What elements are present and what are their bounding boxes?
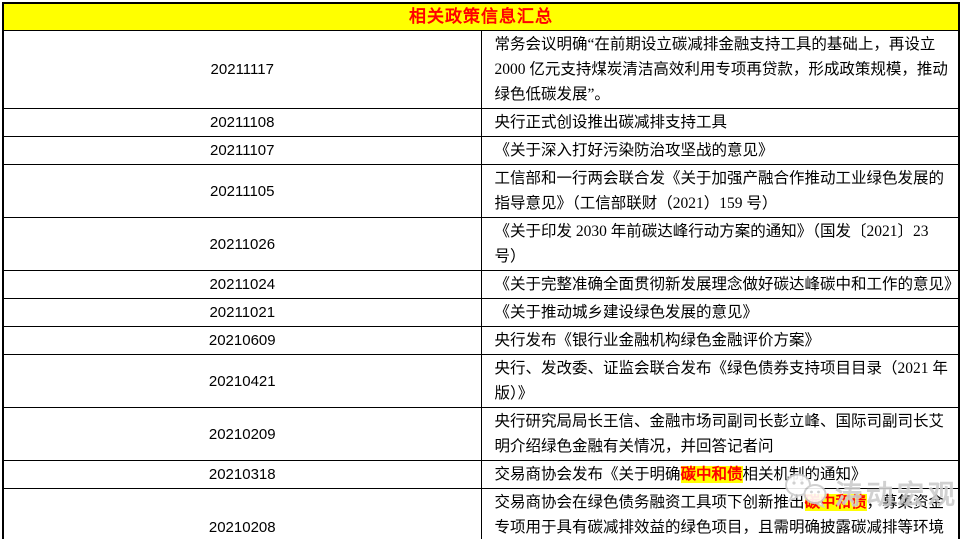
date-cell: 20211021 <box>2 298 482 327</box>
description-text: ，募集资金专项用于具有碳减排效益的绿色项目，且需明确披露碳减排等环境效益信息，确… <box>494 494 945 536</box>
description-text: 《关于印发 2030 年前碳达峰行动方案的通知》（国发〔2021〕23 号） <box>494 223 929 265</box>
table-row: 20211107 《关于深入打好污染防治攻坚战的意见》 <box>2 136 960 165</box>
description-cell: 交易商协会在绿色债务融资工具项下创新推出碳中和债，募集资金专项用于具有碳减排效益… <box>480 488 960 539</box>
date-cell: 20210208 <box>2 488 482 539</box>
description-text: 交易商协会发布《关于明确 <box>494 466 681 483</box>
description-text: 交易商协会在绿色债务融资工具项下创新推出 <box>494 494 805 511</box>
description-text: 工信部和一行两会联合发《关于加强产融合作推动工业绿色发展的指导意见》（工信部联财… <box>494 170 945 212</box>
table-title: 相关政策信息汇总 <box>2 2 960 31</box>
description-text: 《关于深入打好污染防治攻坚战的意见》 <box>494 142 774 159</box>
description-text: 央行研究局局长王信、金融市场司副司长彭立峰、国际司副司长艾明介绍绿色金融有关情况… <box>494 413 945 455</box>
policy-table-body: 20211117 常务会议明确“在前期设立碳减排金融支持工具的基础上，再设立 2… <box>2 30 960 539</box>
description-cell: 常务会议明确“在前期设立碳减排金融支持工具的基础上，再设立 2000 亿元支持煤… <box>480 30 960 109</box>
table-row: 20211024 《关于完整准确全面贯彻新发展理念做好碳达峰碳中和工作的意见》 <box>2 270 960 299</box>
description-cell: 工信部和一行两会联合发《关于加强产融合作推动工业绿色发展的指导意见》（工信部联财… <box>480 164 960 218</box>
date-cell: 20210421 <box>2 354 482 408</box>
highlighted-term: 碳中和债 <box>680 466 743 483</box>
table-row: 20211117 常务会议明确“在前期设立碳减排金融支持工具的基础上，再设立 2… <box>2 30 960 109</box>
table-row: 20210421 央行、发改委、证监会联合发布《绿色债券支持项目目录（2021 … <box>2 354 960 408</box>
description-text: 央行发布《银行业金融机构绿色金融评价方案》 <box>494 332 821 349</box>
description-cell: 央行发布《银行业金融机构绿色金融评价方案》 <box>480 326 960 355</box>
highlighted-term: 碳中和债 <box>804 494 867 511</box>
date-cell: 20210609 <box>2 326 482 355</box>
date-cell: 20211026 <box>2 217 482 271</box>
date-cell: 20211024 <box>2 270 482 299</box>
description-text: 央行正式创设推出碳减排支持工具 <box>494 114 728 131</box>
table-row: 20210209 央行研究局局长王信、金融市场司副司长彭立峰、国际司副司长艾明介… <box>2 407 960 461</box>
table-row: 20211105 工信部和一行两会联合发《关于加强产融合作推动工业绿色发展的指导… <box>2 164 960 218</box>
description-cell: 《关于深入打好污染防治攻坚战的意见》 <box>480 136 960 165</box>
table-row: 20210318 交易商协会发布《关于明确碳中和债相关机制的通知》 <box>2 460 960 489</box>
date-cell: 20210209 <box>2 407 482 461</box>
date-cell: 20211105 <box>2 164 482 218</box>
table-row: 20211108 央行正式创设推出碳减排支持工具 <box>2 108 960 137</box>
table-row: 20211021 《关于推动城乡建设绿色发展的意见》 <box>2 298 960 327</box>
description-cell: 央行、发改委、证监会联合发布《绿色债券支持项目目录（2021 年版）》 <box>480 354 960 408</box>
date-cell: 20211117 <box>2 30 482 109</box>
description-cell: 《关于完整准确全面贯彻新发展理念做好碳达峰碳中和工作的意见》 <box>480 270 960 299</box>
table-row: 20210208 交易商协会在绿色债务融资工具项下创新推出碳中和债，募集资金专项… <box>2 488 960 539</box>
description-cell: 交易商协会发布《关于明确碳中和债相关机制的通知》 <box>480 460 960 489</box>
table-header-row: 相关政策信息汇总 <box>2 2 960 31</box>
description-text: 央行、发改委、证监会联合发布《绿色债券支持项目目录（2021 年版）》 <box>494 360 948 402</box>
date-cell: 20210318 <box>2 460 482 489</box>
description-text: 常务会议明确“在前期设立碳减排金融支持工具的基础上，再设立 2000 亿元支持煤… <box>494 36 948 103</box>
description-cell: 央行正式创设推出碳减排支持工具 <box>480 108 960 137</box>
description-text: 《关于完整准确全面贯彻新发展理念做好碳达峰碳中和工作的意见》 <box>494 276 960 293</box>
description-cell: 《关于推动城乡建设绿色发展的意见》 <box>480 298 960 327</box>
table-row: 20210609 央行发布《银行业金融机构绿色金融评价方案》 <box>2 326 960 355</box>
description-text: 相关机制的通知》 <box>742 466 867 483</box>
date-cell: 20211107 <box>2 136 482 165</box>
description-cell: 《关于印发 2030 年前碳达峰行动方案的通知》（国发〔2021〕23 号） <box>480 217 960 271</box>
description-cell: 央行研究局局长王信、金融市场司副司长彭立峰、国际司副司长艾明介绍绿色金融有关情况… <box>480 407 960 461</box>
table-row: 20211026 《关于印发 2030 年前碳达峰行动方案的通知》（国发〔202… <box>2 217 960 271</box>
date-cell: 20211108 <box>2 108 482 137</box>
description-text: 《关于推动城乡建设绿色发展的意见》 <box>494 304 759 321</box>
